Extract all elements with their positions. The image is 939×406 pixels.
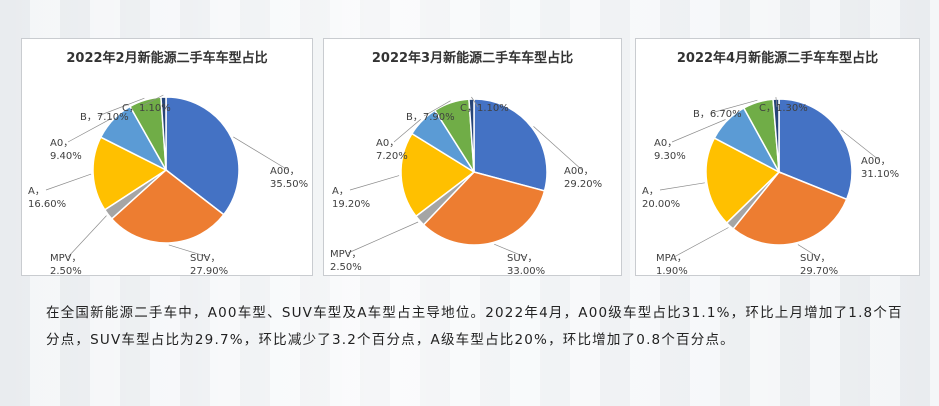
pie-slice-a: [400, 132, 476, 218]
slice-label-b: B，6.70%: [693, 109, 742, 120]
slice-label-suv: SUV， 33.00%: [507, 253, 545, 275]
pie-slice-a00: [473, 98, 548, 192]
chart-title: 2022年3月新能源二手车车型占比: [372, 50, 573, 66]
leader-line: [233, 136, 289, 171]
slice-label-a00: A00， 31.10%: [861, 156, 899, 180]
leader-line: [67, 117, 112, 143]
slice-label-mpv: MPV， 2.50%: [50, 253, 82, 275]
slice-label-a0: A0， 9.30%: [654, 138, 686, 162]
leader-line: [139, 94, 164, 108]
chart-panel-apr: 2022年4月新能源二手车车型占比 A00， 31.10% SUV， 29.70% MPA…: [635, 38, 920, 276]
leader-line: [45, 173, 92, 191]
pie-slice-a: [705, 137, 781, 225]
pie-slice-a00: [778, 98, 853, 201]
pie-slice-suv: [422, 171, 546, 246]
leader-line: [168, 244, 209, 258]
slice-label-a0: A0， 7.20%: [376, 138, 408, 162]
chart-title: 2022年2月新能源二手车车型占比: [66, 50, 267, 66]
slice-label-c: C，1.10%: [460, 103, 509, 114]
leader-line: [423, 100, 451, 117]
pie-chart-apr: 2022年4月新能源二手车车型占比 A00， 31.10% SUV， 29.70% MPA…: [642, 50, 899, 275]
slice-label-b: B，7.10%: [80, 112, 129, 123]
leader-line: [671, 119, 726, 143]
leader-line: [659, 182, 705, 191]
description-text: 在全国新能源二手车中，A00车型、SUV车型及A车型占主导地位。2022年4月，…: [46, 305, 903, 348]
slice-label-mpv: MPV， 2.50%: [330, 249, 362, 273]
pie-slice-a: [92, 136, 168, 211]
slice-label-a: A， 16.60%: [28, 186, 66, 210]
leader-line: [349, 175, 400, 191]
leader-line: [797, 244, 819, 258]
slice-label-a: A， 19.20%: [332, 186, 370, 210]
leader-line: [775, 97, 778, 108]
leader-line: [840, 129, 880, 161]
leader-line: [494, 243, 526, 258]
pie-slice-c: [468, 98, 475, 173]
slice-label-a: A， 20.00%: [642, 186, 680, 210]
slice-label-a0: A0， 9.40%: [50, 138, 82, 162]
leader-line: [471, 96, 479, 108]
pie-slice-c: [160, 96, 167, 171]
slice-label-b: B，7.90%: [406, 112, 455, 123]
pie-slice-suv: [110, 169, 225, 244]
slice-label-a00: A00， 29.20%: [564, 166, 602, 190]
leader-line: [67, 215, 107, 258]
chart-panel-mar: 2022年3月新能源二手车车型占比 A00， 29.20% SUV， 33.00% MPV…: [323, 38, 622, 276]
leader-line: [533, 126, 583, 171]
leader-line: [97, 97, 145, 117]
slice-label-suv: SUV， 27.90%: [190, 253, 228, 275]
leader-line: [710, 99, 758, 114]
slice-label-suv: SUV， 29.70%: [800, 253, 838, 275]
slice-label-mpa: MPA， 1.90%: [656, 253, 688, 275]
leader-line: [673, 227, 729, 258]
slice-label-c: C，1.10%: [122, 103, 171, 114]
chart-panel-feb: 2022年2月新能源二手车车型占比 A00， 35.50% SUV， 27.90% MPV…: [21, 38, 313, 276]
pie-slice-suv: [732, 171, 848, 246]
pie-slice-a00: [165, 96, 240, 216]
leader-line: [393, 119, 421, 143]
chart-title: 2022年4月新能源二手车车型占比: [677, 50, 878, 66]
leader-line: [347, 221, 419, 254]
pie-chart-mar: 2022年3月新能源二手车车型占比 A00， 29.20% SUV， 33.00% MPV…: [330, 50, 602, 275]
slice-label-a00: A00， 35.50%: [270, 166, 308, 190]
slice-label-c: C，1.30%: [759, 103, 808, 114]
pie-chart-feb: 2022年2月新能源二手车车型占比 A00， 35.50% SUV， 27.90% MPV…: [28, 50, 308, 275]
